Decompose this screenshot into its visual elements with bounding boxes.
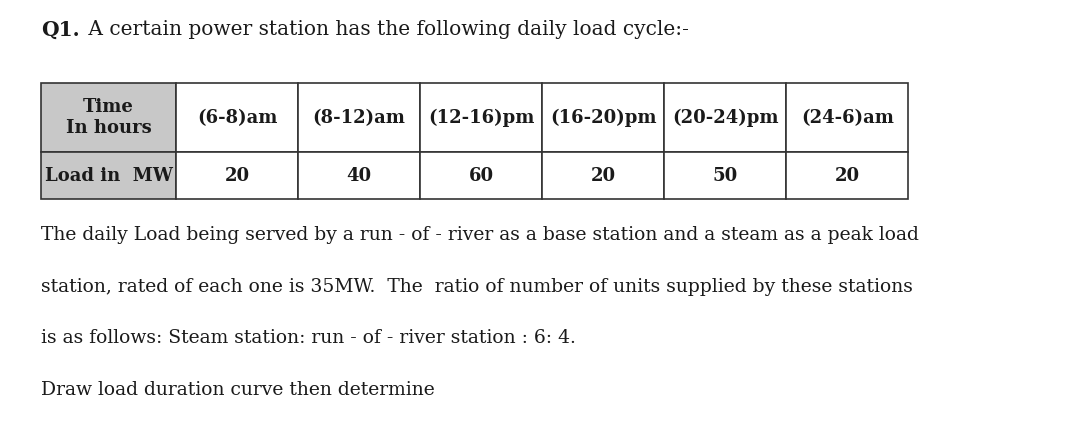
- Text: 50: 50: [713, 167, 738, 185]
- Bar: [420, 83, 542, 152]
- Bar: [664, 83, 786, 152]
- Bar: [176, 152, 298, 199]
- Bar: [542, 83, 664, 152]
- Text: (6-8)am: (6-8)am: [197, 108, 278, 127]
- Text: station, rated of each one is 35MW.  The  ratio of number of units supplied by t: station, rated of each one is 35MW. The …: [41, 278, 913, 296]
- Bar: [41, 152, 176, 199]
- Text: (8-12)am: (8-12)am: [313, 108, 405, 127]
- Text: (16-20)pm: (16-20)pm: [550, 108, 657, 127]
- Text: Time
In hours: Time In hours: [66, 98, 151, 137]
- Text: (20-24)pm: (20-24)pm: [672, 108, 779, 127]
- Bar: [298, 83, 420, 152]
- Text: (24-6)am: (24-6)am: [801, 108, 893, 127]
- Text: 20: 20: [225, 167, 249, 185]
- Text: Load in  MW: Load in MW: [44, 167, 173, 185]
- Bar: [176, 83, 298, 152]
- Bar: [420, 152, 542, 199]
- Text: A certain power station has the following daily load cycle:-: A certain power station has the followin…: [82, 20, 689, 39]
- Text: 20: 20: [835, 167, 860, 185]
- Bar: [664, 152, 786, 199]
- Bar: [41, 83, 176, 152]
- Text: The daily Load being served by a run - of - river as a base station and a steam : The daily Load being served by a run - o…: [41, 226, 919, 244]
- Bar: [298, 152, 420, 199]
- Text: is as follows: Steam station: run - of - river station : 6: 4.: is as follows: Steam station: run - of -…: [41, 329, 576, 347]
- Text: 60: 60: [469, 167, 494, 185]
- Text: 40: 40: [347, 167, 372, 185]
- Text: (12-16)pm: (12-16)pm: [428, 108, 535, 127]
- Text: 20: 20: [591, 167, 616, 185]
- Bar: [542, 152, 664, 199]
- Text: Q1.: Q1.: [41, 20, 80, 40]
- Bar: [786, 152, 908, 199]
- Text: Draw load duration curve then determine: Draw load duration curve then determine: [41, 381, 435, 399]
- Bar: [786, 83, 908, 152]
